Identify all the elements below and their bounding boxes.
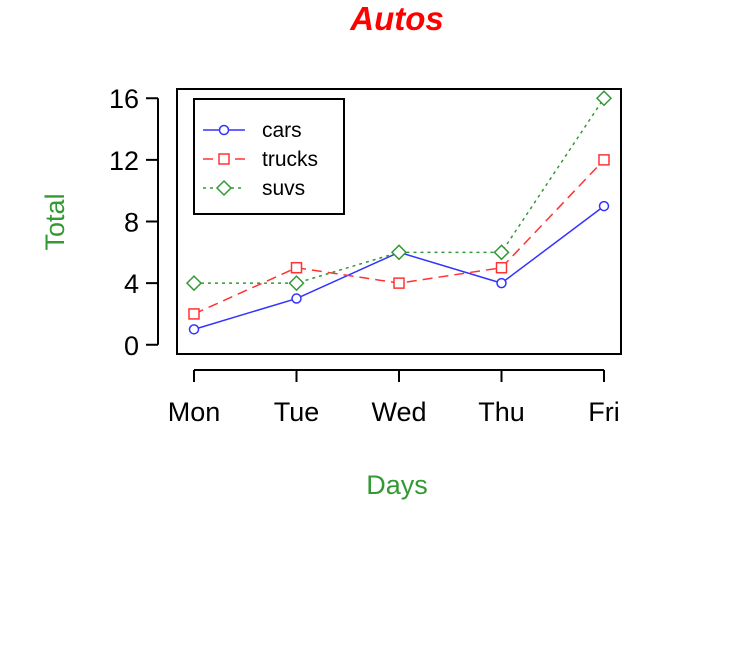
series-suvs xyxy=(185,90,613,292)
legend-marker-trucks xyxy=(218,153,230,165)
legend-label-cars: cars xyxy=(262,119,302,142)
y-tick-label: 12 xyxy=(109,146,139,176)
y-axis-title: Total xyxy=(40,193,70,250)
plot-frame xyxy=(176,88,622,355)
data-point-cars xyxy=(188,324,200,335)
legend-marker-suvs xyxy=(215,179,233,197)
data-point-suvs xyxy=(390,244,408,261)
series-trucks xyxy=(188,154,610,320)
legend-marker-cars xyxy=(218,124,230,136)
series-cars xyxy=(188,200,610,335)
x-axis: Mon Tue Wed Thu Fri xyxy=(168,369,620,427)
legend-item-cars: cars xyxy=(203,119,302,142)
series-line-cars xyxy=(193,205,605,331)
series-line-suvs xyxy=(194,97,605,284)
x-tick-label: Fri xyxy=(588,397,619,427)
data-point-cars xyxy=(291,293,302,304)
data-point-suvs xyxy=(493,244,510,261)
data-point-trucks xyxy=(188,308,200,320)
x-tick-label: Tue xyxy=(274,397,320,427)
legend-label-trucks: trucks xyxy=(262,148,318,171)
data-point-trucks xyxy=(598,154,610,166)
data-point-suvs xyxy=(185,275,203,292)
y-tick-label: 0 xyxy=(124,331,139,361)
y-tick-label: 4 xyxy=(124,269,139,299)
data-point-cars xyxy=(496,277,507,289)
legend-label-suvs: suvs xyxy=(262,177,305,200)
data-point-trucks xyxy=(290,261,303,274)
x-tick-label: Thu xyxy=(478,397,525,427)
x-tick-label: Mon xyxy=(168,397,221,427)
x-tick-label: Wed xyxy=(371,397,426,427)
data-point-cars xyxy=(598,200,610,212)
series-layer xyxy=(185,90,613,335)
y-tick-label: 16 xyxy=(109,84,139,114)
data-point-suvs xyxy=(595,90,613,107)
y-axis: 0 4 8 12 16 xyxy=(109,84,159,361)
data-point-suvs xyxy=(288,275,305,292)
y-tick-label: 8 xyxy=(124,208,139,238)
chart-title: Autos xyxy=(349,0,444,37)
legend-item-trucks: trucks xyxy=(203,148,318,171)
data-point-trucks xyxy=(495,261,508,274)
legend-item-suvs: suvs xyxy=(203,177,305,200)
data-point-trucks xyxy=(393,277,405,289)
x-axis-title: Days xyxy=(366,470,428,500)
legend: cars trucks suvs xyxy=(193,98,345,215)
